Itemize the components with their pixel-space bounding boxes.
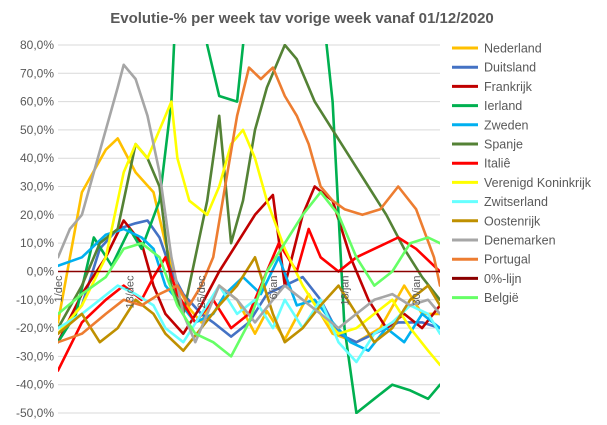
legend-label: Zwitserland	[484, 195, 548, 209]
legend-label: Italiê	[484, 157, 510, 171]
legend-item-verenigd-koninkrijk: Verenigd Koninkrijk	[452, 176, 592, 190]
legend-label: Oostenrijk	[484, 214, 541, 228]
x-tick-label: 6/jan	[268, 275, 280, 299]
x-tick-label: 25/dec	[196, 275, 208, 309]
legend-item-portugal: Portugal	[452, 253, 531, 267]
y-tick-label: 0,0%	[27, 264, 55, 278]
legend-item-zwitserland: Zwitserland	[452, 195, 548, 209]
x-axis-tick-labels: 1/dec 13/dec 25/dec 6/jan 18/jan 30/jan	[53, 275, 423, 309]
y-tick-label: 40,0%	[20, 151, 54, 165]
legend: Nederland Duitsland Frankrijk Ierland Zweden…	[452, 42, 592, 305]
series-line-portugal	[58, 66, 440, 344]
y-tick-label: 30,0%	[20, 180, 54, 194]
legend-label: 0%-lijn	[484, 272, 522, 286]
y-tick-label: -40,0%	[16, 378, 54, 392]
legend-item-belgie: België	[452, 291, 519, 305]
legend-item-nederland: Nederland	[452, 42, 542, 56]
x-tick-label: 1/dec	[53, 275, 65, 302]
legend-label: Zweden	[484, 118, 529, 132]
y-tick-label: -10,0%	[16, 293, 54, 307]
legend-item-0-lijn: 0%-lijn	[452, 272, 522, 286]
y-tick-label: -30,0%	[16, 349, 54, 363]
y-tick-label: 60,0%	[20, 95, 54, 109]
y-tick-label: 20,0%	[20, 208, 54, 222]
series-line-zwitserland	[58, 284, 440, 364]
legend-item-oostenrijk: Oostenrijk	[452, 214, 541, 228]
legend-label: Ierland	[484, 99, 522, 113]
legend-item-ierland: Ierland	[452, 99, 522, 113]
legend-item-spanje: Spanje	[452, 138, 523, 152]
legend-label: België	[484, 291, 519, 305]
legend-label: Portugal	[484, 253, 531, 267]
y-tick-label: -20,0%	[16, 321, 54, 335]
legend-label: Nederland	[484, 42, 542, 56]
legend-item-frankrijk: Frankrijk	[452, 80, 533, 94]
legend-label: Spanje	[484, 138, 523, 152]
legend-label: Duitsland	[484, 61, 536, 75]
y-tick-label: -50,0%	[16, 406, 54, 420]
y-axis-tick-labels: -50,0% -40,0% -30,0% -20,0% -10,0% 0,0% 10,0% 2…	[16, 38, 54, 420]
x-tick-label: 30/jan	[411, 275, 423, 305]
series-line-belgie	[58, 190, 440, 358]
y-tick-label: 70,0%	[20, 66, 54, 80]
x-tick-label: 18/jan	[340, 275, 352, 305]
legend-item-duitsland: Duitsland	[452, 61, 536, 75]
series-line-oostenrijk	[58, 255, 440, 353]
chart-title: Evolutie-% per week tav vorige week vana…	[110, 10, 494, 27]
legend-item-zweden: Zweden	[452, 118, 529, 132]
series-line-zweden	[58, 227, 440, 353]
series-line-verenigd-koninkrijk	[58, 100, 440, 367]
legend-label: Verenigd Koninkrijk	[484, 176, 592, 190]
y-tick-label: 80,0%	[20, 38, 54, 52]
legend-label: Frankrijk	[484, 80, 533, 94]
y-tick-label: 10,0%	[20, 236, 54, 250]
series-line-duitsland	[58, 219, 440, 344]
x-tick-label: 13/dec	[125, 275, 137, 309]
legend-item-denemarken: Denemarken	[452, 234, 556, 248]
y-tick-label: 50,0%	[20, 123, 54, 137]
legend-item-italie: Italiê	[452, 157, 510, 171]
series-lines	[58, 44, 440, 414]
legend-label: Denemarken	[484, 234, 556, 248]
series-line-denemarken	[58, 63, 440, 344]
